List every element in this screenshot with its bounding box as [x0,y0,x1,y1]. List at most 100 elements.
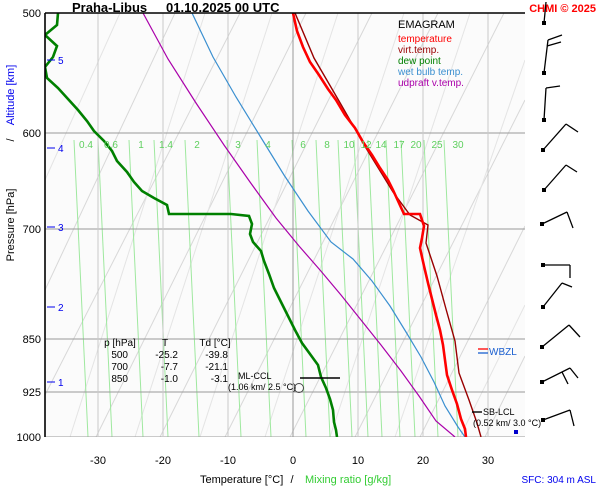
table-cell-pressure: 500 [111,350,128,361]
altitude-tick: 5 [58,56,64,67]
ml-ccl-value: (1.06 km/ 2.5 °C) [228,382,296,392]
table-cell-temperature: -25.2 [155,350,178,361]
wind-barb [540,367,579,385]
table-header-pressure: p [hPa] [104,338,136,349]
legend-item-updraft-vtemp: udpraft v.temp. [398,78,464,89]
sb-lcl-dot [514,430,518,434]
table-cell-pressure: 700 [111,362,128,373]
altitude-tick: 3 [58,223,64,234]
altitude-tick: 2 [58,303,64,314]
sb-lcl-value: (0.52 km/ 3.0 °C) [473,418,541,428]
altitude-tick: 4 [58,144,64,155]
mix-label: 0.4 [79,140,93,151]
sb-lcl-label: SB-LCL [483,407,515,417]
moist-adiabat-lines [45,13,525,437]
wind-barb-column [540,1,581,427]
temperature-axis-ticks: -30 -20 -10 0 10 20 30 [90,455,494,467]
wbzl-marker: WBZL [478,347,517,358]
isotherm-lines [97,13,489,437]
temp-tick: -10 [220,455,236,467]
pressure-axis-ticks: 500 600 700 850 925 1000 [17,8,41,444]
y-axis-title-sep: / [5,138,17,142]
mix-label: 3 [235,140,241,151]
pressure-tick: 600 [23,128,41,140]
table-cell-dewpoint: -3.1 [211,374,229,385]
table-cell-pressure: 850 [111,374,128,385]
mix-label: 25 [431,140,443,151]
wind-barb [541,282,573,309]
mix-label: 14 [375,140,387,151]
pressure-tick: 1000 [17,432,41,444]
legend-item-temperature: temperature [398,34,452,45]
table-header-dewpoint: Td [°C] [199,338,230,349]
pressure-tick: 850 [23,334,41,346]
surface-elevation-label: SFC: 304 m ASL [522,475,597,486]
table-cell-temperature: -7.7 [161,362,179,373]
wind-barb [542,85,561,122]
mix-label: 6 [300,140,306,151]
wind-barb [541,123,579,152]
altitude-axis-ticks: 5 4 3 2 1 [47,56,64,389]
y-axis-title-alt: Altitude [km] [5,65,17,126]
sounding-data-table: p [hPa] T Td [°C] 500 -25.2 -39.8 700 -7… [104,338,231,385]
temp-tick: 10 [352,455,364,467]
table-header-temperature: T [162,338,168,349]
table-row: 850 -1.0 -3.1 [111,374,228,385]
table-cell-dewpoint: -21.1 [205,362,228,373]
wind-barb [542,164,578,192]
pressure-tick: 925 [23,387,41,399]
wind-barb [541,409,575,427]
pressure-tick: 700 [23,224,41,236]
mix-label: 1 [138,140,144,151]
mix-label: 2 [194,140,200,151]
mix-label: 12 [360,140,372,151]
sb-lcl-marker: SB-LCL (0.52 km/ 3.0 °C) [472,407,541,434]
legend-item-dew-point: dew point [398,56,441,67]
temp-tick: 30 [482,455,494,467]
wind-barb [541,263,571,278]
mix-label: 10 [343,140,355,151]
temp-tick: 20 [417,455,429,467]
x-axis-temperature-label: Temperature [°C] [200,474,283,486]
y-axis-altitude-label: Altitude [km] [5,65,17,126]
wind-barb [540,324,581,349]
y-axis-separator: / [5,138,17,142]
copyright-label: CHMI © 2025 [529,3,596,15]
mix-label: 4 [265,140,271,151]
pressure-tick: 500 [23,8,41,20]
legend-item-wet-bulb: wet bulb temp. [397,67,463,78]
x-axis-separator: / [290,474,294,486]
y-axis-title: Pressure [hPa] [5,189,17,262]
altitude-tick: 1 [58,378,64,389]
wind-barb [542,34,563,75]
wbzl-label: WBZL [489,347,517,358]
table-row: 500 -25.2 -39.8 [111,350,228,361]
mix-label: 17 [393,140,405,151]
mixing-ratio-labels: 0.4 0.6 1 1.4 2 3 4 6 8 10 12 14 17 20 2… [79,140,464,151]
table-cell-temperature: -1.0 [161,374,179,385]
x-axis-mixing-ratio-label: Mixing ratio [g/kg] [305,474,391,486]
legend: EMAGRAM temperature virt.temp. dew point… [397,19,464,89]
wind-barb [540,211,574,229]
series-wet-bulb-temp [191,13,466,437]
series-virtual-temp [294,13,482,437]
ml-ccl-label: ML-CCL [238,371,272,381]
mix-label: 1.4 [159,140,173,151]
legend-item-virtual-temp: virt.temp. [398,45,439,56]
plot-frame [44,12,525,437]
station-title: Praha-Libus [72,0,147,15]
legend-title: EMAGRAM [398,19,455,31]
temp-tick: -30 [90,455,106,467]
temp-tick: -20 [155,455,171,467]
series-dew-point [45,13,339,437]
mix-label: 30 [452,140,464,151]
wind-barb [542,1,547,25]
series-temperature [291,13,468,437]
mix-label: 8 [324,140,330,151]
table-row: 700 -7.7 -21.1 [111,362,228,373]
y-axis-pressure-label: Pressure [hPa] [5,189,17,262]
series-updraft-vtemp [142,13,456,437]
mix-label: 20 [410,140,422,151]
temp-tick: 0 [290,455,296,467]
